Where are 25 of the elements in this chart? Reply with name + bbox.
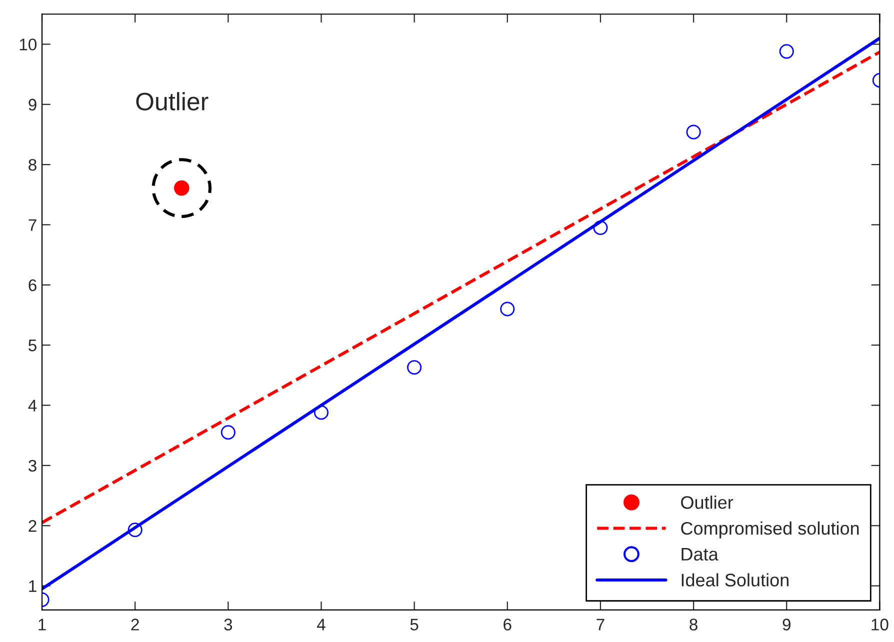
x-tick-label: 10 xyxy=(872,618,888,630)
y-tick-label: 1 xyxy=(29,580,36,592)
y-tick-label: 8 xyxy=(28,158,36,171)
y-tick-label: 5 xyxy=(28,340,36,352)
x-tick-label: 6 xyxy=(504,618,512,630)
y-tick-label: 10 xyxy=(20,38,37,50)
x-tick-label: 5 xyxy=(410,618,418,630)
annotation: Outlier xyxy=(136,92,208,110)
y-tick-label: 3 xyxy=(28,460,36,472)
legend-label: Ideal Solution xyxy=(682,573,788,586)
x-tick-label: 8 xyxy=(690,618,698,630)
y-tick-label: 9 xyxy=(28,98,36,111)
legend-label: Compromised solution xyxy=(681,521,859,538)
legend-label: Outlier xyxy=(681,496,734,509)
y-tick-label: 2 xyxy=(28,520,36,532)
y-tick-label: 7 xyxy=(28,219,36,231)
x-tick-label: 1 xyxy=(38,618,46,630)
x-tick-label: 4 xyxy=(316,618,326,630)
y-tick-label: 6 xyxy=(28,279,36,292)
x-tick-label: 3 xyxy=(224,618,232,630)
x-tick-label: 9 xyxy=(782,618,790,630)
x-tick-label: 7 xyxy=(596,618,604,630)
x-tick-label: 2 xyxy=(131,618,139,630)
y-tick-label: 4 xyxy=(28,400,37,412)
legend-label: Data xyxy=(682,548,718,561)
